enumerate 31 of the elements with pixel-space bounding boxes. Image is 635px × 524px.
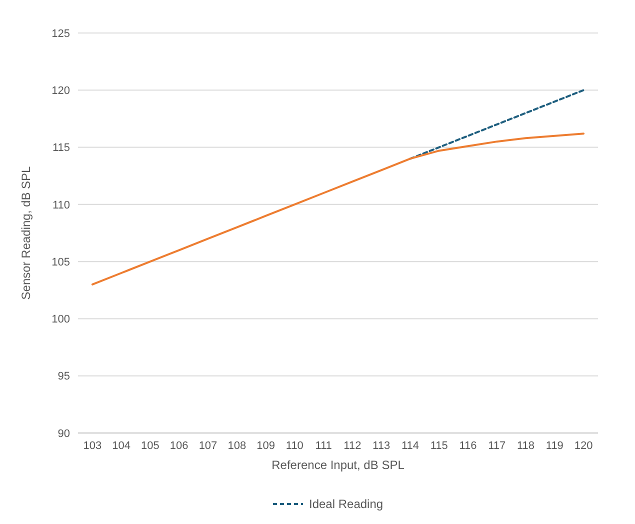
x-tick-label: 104 bbox=[112, 440, 131, 452]
legend-label: Ideal Reading bbox=[309, 497, 384, 512]
x-tick-label: 117 bbox=[488, 440, 506, 452]
line-series bbox=[409, 89, 585, 160]
y-tick-label: 95 bbox=[58, 370, 70, 383]
x-tick-label: 119 bbox=[546, 440, 564, 452]
line-series bbox=[91, 132, 585, 286]
x-tick-label: 120 bbox=[574, 440, 593, 452]
x-tick-label: 108 bbox=[228, 440, 246, 452]
x-tick-label: 113 bbox=[372, 440, 390, 452]
y-axis-title: Sensor Reading, dB SPL bbox=[19, 166, 33, 300]
x-tick-label: 109 bbox=[256, 440, 275, 452]
y-tick-label: 90 bbox=[58, 428, 70, 440]
x-tick-label: 106 bbox=[170, 440, 188, 452]
x-tick-label: 112 bbox=[344, 440, 362, 452]
y-tick-label: 120 bbox=[52, 84, 70, 97]
x-tick-label: 105 bbox=[141, 440, 160, 452]
x-axis-title: Reference Input, dB SPL bbox=[272, 458, 405, 472]
y-tick-label: 125 bbox=[52, 28, 70, 40]
y-tick-label: 110 bbox=[52, 199, 70, 212]
x-tick-label: 111 bbox=[315, 440, 332, 452]
x-tick-label: 110 bbox=[286, 440, 304, 452]
x-tick-label: 115 bbox=[430, 440, 448, 452]
y-tick-label: 115 bbox=[52, 142, 70, 154]
y-tick-label: 100 bbox=[52, 314, 70, 326]
x-tick-label: 114 bbox=[401, 440, 419, 452]
x-tick-label: 103 bbox=[83, 440, 102, 452]
y-tick-label: 105 bbox=[52, 256, 70, 268]
x-tick-label: 107 bbox=[198, 440, 218, 452]
x-tick-label: 116 bbox=[459, 440, 477, 452]
x-tick-label: 118 bbox=[517, 440, 535, 452]
